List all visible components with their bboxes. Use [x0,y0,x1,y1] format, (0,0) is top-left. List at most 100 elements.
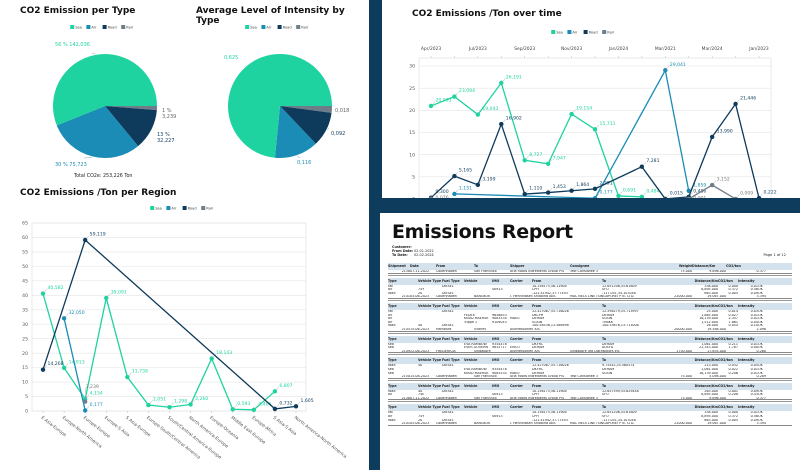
cell: 40 [418,324,423,328]
cell: 2141 [401,422,410,425]
cell: OK [758,411,763,415]
data-label-leader [643,192,647,196]
cell: Type [388,303,397,308]
cell: Type [388,383,397,388]
data-label-road: 0,732 [279,400,292,406]
y-tick-label: 0 [412,197,415,198]
report-table: Shipment Date From To Shipper Consignee Weight… [388,261,792,427]
leg-row: sea EVA RAMBOW 9354478 DKFRC DEHAM 1,061.000 0… [388,368,792,372]
series-line-air [63,318,86,411]
cell [758,357,770,364]
cell: 1.787 [728,346,738,350]
pie-label-road: 0,092 [331,131,345,137]
pie-label-air: 0,116 [297,160,311,166]
data-label-sea: 40,582 [48,285,64,291]
y-tick-label: 40 [22,293,28,299]
cell: Intensity [738,303,755,308]
meta-row: From Date:02-01-2022 [392,249,434,253]
data-label-leader [297,401,301,405]
cell: 22-06-2023 [410,349,430,352]
y-tick-label: 15 [409,130,415,136]
series-line-road [430,102,760,198]
cell: Shipper [510,264,525,268]
cell: 0.01 [750,367,758,371]
cell: 25.000 [706,309,718,313]
cell: Distance/Km [694,278,718,283]
cell: 0.005 [728,291,738,295]
cell: 0.372 [728,288,738,292]
data-label-leader [276,404,280,408]
cell: 8,895.000 [701,415,718,419]
shipment-row: 2141 05-06-2023 Copenhagen BANGKOK J. Hennin… [388,295,792,299]
cell: 9,896.000 [709,396,726,399]
divider [388,354,792,356]
legend-swatch-road [182,206,187,210]
cell: Carrier [510,303,523,308]
data-point-sea [569,111,574,117]
data-point-road [756,195,762,198]
x-tick-label: Jan/2024 [608,46,629,52]
data-point-road [639,164,645,169]
cell: 338.000 [704,411,718,415]
leg-header-row: Type Vehicle Type Fuel Type Vehicle IMO Carri… [388,277,792,285]
cell: Fuel Type [442,278,460,283]
cell: air [388,317,393,321]
cell: OK [758,313,763,317]
legend-swatch-rail [121,25,126,29]
cell: SGSIN [602,317,613,321]
region-chart-title: CO2 Emissions /Ton per Region [20,188,177,198]
data-label-air: 1,859 [693,182,706,188]
data-label-air: 0,177 [90,402,103,408]
cell: OK [758,320,763,324]
cell: sea [388,371,394,375]
cell: IMO [492,383,500,388]
cell: Intensity [738,358,755,363]
data-label-air: 0,177 [600,190,613,196]
data-label-sea: 0,484 [646,188,659,194]
cell: To [602,405,607,410]
cell: DIESEL [442,364,454,368]
data-point-sea [499,80,504,86]
cell: -117.051,34.107048 [602,418,636,422]
data-label-sea: 0,593 [237,401,250,407]
pie-label-rail: 1 % [162,108,172,114]
x-tick-label: North America-North America [293,415,348,460]
data-label-leader [572,186,576,190]
data-point-sea [61,365,67,371]
leg-row: air 74Y SK913 CPH SFO 8,895.000 0.372 0.56 OK [388,288,792,292]
y-tick-label: 30 [22,322,28,328]
cell: OK [758,364,763,368]
data-label-road: 0,015 [670,190,683,196]
cell: CO2/ton [718,383,733,388]
cell: 9354478 [492,367,507,371]
cell: OK [758,288,763,292]
cell: 10.156175,56.11908 [532,411,567,415]
cell: 0.377 [756,396,766,399]
pie-slice-sea [228,54,332,158]
y-tick-label: 0 [25,409,28,415]
cell: 19,067.000 [707,422,726,425]
cell: 12.427067,55.716026 [532,309,569,313]
cell: road [388,291,396,295]
legend-label-sea: Sea [155,207,162,211]
cell: IMO [492,358,500,363]
data-point-rail [709,182,715,188]
data-label-leader [44,288,48,293]
legend-label-sea: Sea [75,26,82,30]
data-point-air [686,188,691,193]
cell: From [532,336,542,341]
cell: 2138 [401,396,410,399]
legend-swatch-sea [70,25,75,29]
data-label-road: 7,281 [646,158,659,164]
cell: 3.394 [756,295,766,298]
data-label-leader [736,99,740,103]
cell: 07-11-2022 [410,270,430,273]
cell: OK [758,371,763,375]
cell: 213.000 [704,364,718,368]
cell: Carrier [510,405,523,410]
leg-row: sea KNUD MAERSK 9083534 MAEU DEHAM SGSIN 16,13… [388,372,792,376]
time-chart-canvas: Sea Air Road Rail 0 5 10 15 20 25 30 Apr/2023 Jul/20… [409,30,777,198]
legend-swatch-air [166,206,171,210]
legend-swatch-air [86,25,91,29]
leg-row: air 74E SK913 CPH SFO 8,895.000 0.208 0.43 OK [388,393,792,397]
